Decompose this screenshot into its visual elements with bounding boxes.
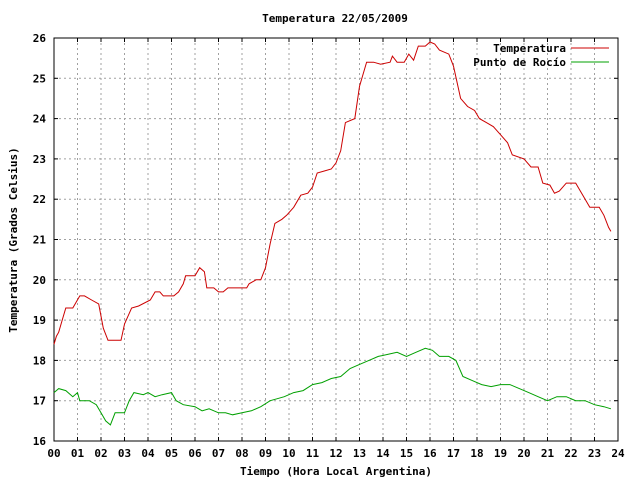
x-tick-label: 12 [329,447,342,460]
x-tick-label: 22 [564,447,577,460]
y-tick-label: 26 [33,32,47,45]
y-tick-label: 16 [33,435,47,448]
y-tick-label: 17 [33,395,46,408]
y-tick-label: 24 [33,113,47,126]
x-tick-label: 11 [306,447,320,460]
y-tick-label: 22 [33,193,46,206]
x-tick-label: 18 [470,447,483,460]
y-tick-label: 23 [33,153,46,166]
x-tick-label: 08 [235,447,248,460]
x-tick-label: 13 [353,447,366,460]
x-tick-label: 06 [188,447,202,460]
x-tick-label: 19 [494,447,507,460]
x-tick-label: 09 [259,447,272,460]
x-tick-label: 16 [423,447,437,460]
x-tick-label: 24 [611,447,625,460]
x-tick-label: 03 [118,447,131,460]
x-tick-label: 17 [447,447,460,460]
y-tick-label: 25 [33,72,46,85]
series-lines [53,41,612,426]
x-tick-label: 21 [541,447,555,460]
y-tick-label: 21 [33,234,47,247]
y-axis-label: Temperatura (Grados Celsius) [7,147,20,332]
gridlines [54,38,618,441]
series-line-2 [53,347,612,426]
x-tick-label: 07 [212,447,225,460]
x-tick-label: 02 [94,447,107,460]
x-tick-label: 01 [71,447,85,460]
x-axis: 00 01 02 03 04 05 06 07 08 09 10 11 12 13 14 15 16 17 18 19… [47,38,625,460]
series-line-1 [53,41,612,345]
x-tick-label: 05 [165,447,178,460]
x-axis-label: Tiempo (Hora Local Argentina) [240,465,432,478]
legend-label: Temperatura [493,42,566,55]
x-tick-label: 04 [141,447,155,460]
x-tick-label: 00 [47,447,60,460]
y-tick-label: 20 [33,274,46,287]
x-tick-label: 14 [376,447,390,460]
y-tick-label: 18 [33,354,46,367]
x-tick-label: 10 [282,447,295,460]
x-tick-label: 20 [517,447,530,460]
y-tick-label: 19 [33,314,46,327]
x-tick-label: 23 [588,447,601,460]
chart-title: Temperatura 22/05/2009 [262,12,408,25]
y-axis: 16 17 18 19 20 21 22 23 24 25 26 [33,32,618,448]
x-tick-label: 15 [400,447,413,460]
legend-label: Punto de Rocío [473,56,566,69]
